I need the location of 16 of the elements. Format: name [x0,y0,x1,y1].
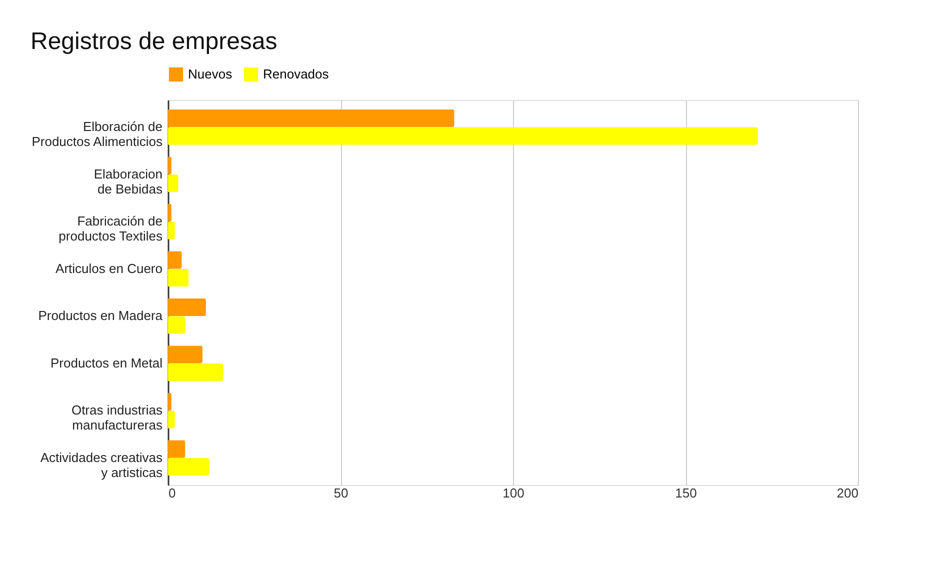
y-tick-label: Elaboracion de Bebidas [94,166,163,196]
y-tick-label: Otras industrias manufactureras [71,402,163,433]
y-tick-label: Productos en Metal [50,355,163,370]
y-tick-label: Fabricación de productos Textiles [58,214,163,244]
legend-label: Nuevos [188,66,233,82]
x-tick-label: 200 [836,486,858,500]
x-tick-label: 100 [502,486,524,500]
x-tick-label: 150 [675,486,697,500]
y-tick-label: Actividades creativas y artisticas [40,450,163,480]
y-tick-label: Elboración de Productos Alimenticios [32,119,163,150]
y-tick-label: Productos en Madera [38,308,164,324]
x-tick-label: 50 [334,486,348,500]
chart-title: Registros de empresas [30,28,278,55]
legend-label: Renovados [263,66,330,82]
x-tick-label: 0 [168,486,176,500]
y-tick-label: Articulos en Cuero [56,260,162,276]
